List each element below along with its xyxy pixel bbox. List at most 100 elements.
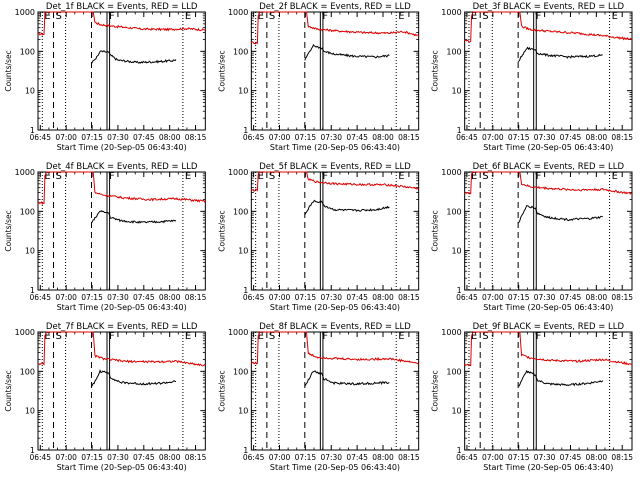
marker-label: E bbox=[398, 171, 404, 182]
y-tick-label: 1000 bbox=[15, 8, 35, 17]
x-axis-label: Start Time (20-Sep-05 06:43:40) bbox=[270, 303, 400, 312]
y-tick-label: 1000 bbox=[228, 328, 248, 337]
x-axis-label: Start Time (20-Sep-05 06:43:40) bbox=[57, 463, 187, 472]
x-tick-label: 07:15 bbox=[81, 293, 103, 302]
events-series-line bbox=[91, 50, 177, 64]
y-tick-label: 100 bbox=[446, 207, 461, 216]
marker-label: S bbox=[56, 171, 62, 182]
marker-label: E bbox=[258, 331, 264, 342]
x-tick-label: 07:30 bbox=[107, 293, 129, 302]
marker-label: E bbox=[185, 331, 191, 342]
y-tick-label: 1 bbox=[457, 286, 462, 295]
y-tick-label: 10 bbox=[25, 247, 35, 256]
y-tick-label: 1 bbox=[30, 446, 35, 455]
marker-label: E bbox=[185, 11, 191, 22]
plot-frame bbox=[37, 331, 206, 451]
x-tick-label: 08:00 bbox=[586, 293, 608, 302]
marker-label: E bbox=[398, 11, 404, 22]
marker-label: F bbox=[322, 171, 328, 182]
events-series-line bbox=[304, 370, 390, 387]
y-tick-label: 100 bbox=[20, 47, 35, 56]
marker-label: F bbox=[109, 11, 115, 22]
x-axis-label: Start Time (20-Sep-05 06:43:40) bbox=[483, 303, 613, 312]
y-tick-label: 100 bbox=[233, 367, 248, 376]
marker-label: E bbox=[471, 331, 477, 342]
x-tick-label: 07:15 bbox=[508, 453, 530, 462]
y-axis-label: Counts/sec bbox=[431, 210, 440, 251]
marker-label: S bbox=[56, 331, 62, 342]
y-tick-label: 1000 bbox=[441, 328, 461, 337]
detector-panel: Det_7f BLACK = Events, RED = LLD 1 10 100 10… bbox=[4, 322, 207, 472]
x-tick-label: 08:00 bbox=[159, 453, 181, 462]
x-tick-label: 08:15 bbox=[611, 293, 633, 302]
marker-label: S bbox=[56, 11, 62, 22]
plot-frame bbox=[250, 11, 420, 131]
x-tick-label: 07:00 bbox=[269, 133, 291, 142]
panel-title: Det_6f BLACK = Events, RED = LLD bbox=[473, 162, 625, 172]
plot-frame bbox=[250, 171, 420, 291]
marker-label: E bbox=[471, 171, 477, 182]
x-axis-label: Start Time (20-Sep-05 06:43:40) bbox=[57, 143, 187, 152]
y-tick-label: 10 bbox=[25, 87, 35, 96]
x-tick-label: 07:15 bbox=[81, 453, 103, 462]
panel-title: Det_9f BLACK = Events, RED = LLD bbox=[473, 322, 625, 332]
y-axis-label: Counts/sec bbox=[217, 370, 226, 411]
x-tick-label: 07:00 bbox=[482, 453, 504, 462]
y-tick-label: 100 bbox=[446, 47, 461, 56]
x-tick-label: 07:15 bbox=[81, 133, 103, 142]
detector-panel: Det_4f BLACK = Events, RED = LLD 1 10 100 10… bbox=[4, 162, 207, 312]
marker-label: E bbox=[44, 331, 50, 342]
x-tick-label: 07:15 bbox=[295, 133, 317, 142]
x-tick-label: 07:15 bbox=[508, 133, 530, 142]
y-tick-label: 10 bbox=[238, 407, 248, 416]
x-tick-label: 07:45 bbox=[560, 133, 582, 142]
panel-title: Det_4f BLACK = Events, RED = LLD bbox=[46, 162, 198, 172]
lld-series-line bbox=[464, 11, 633, 43]
x-tick-label: 07:15 bbox=[508, 293, 530, 302]
marker-label: E bbox=[398, 331, 404, 342]
y-tick-label: 100 bbox=[233, 207, 248, 216]
x-tick-label: 07:00 bbox=[55, 293, 77, 302]
y-tick-label: 1000 bbox=[228, 168, 248, 177]
x-tick-label: 07:00 bbox=[269, 293, 291, 302]
x-tick-label: 08:15 bbox=[398, 453, 420, 462]
x-tick-label: 08:00 bbox=[586, 453, 608, 462]
x-tick-label: 06:45 bbox=[456, 293, 478, 302]
marker-label: S bbox=[482, 171, 488, 182]
lld-series-line bbox=[251, 171, 419, 192]
x-tick-label: 07:00 bbox=[55, 133, 77, 142]
x-tick-label: 08:00 bbox=[159, 133, 181, 142]
y-axis-label: Counts/sec bbox=[217, 210, 226, 251]
y-tick-label: 1 bbox=[457, 126, 462, 135]
x-tick-label: 07:00 bbox=[269, 453, 291, 462]
x-tick-label: 07:00 bbox=[55, 453, 77, 462]
x-tick-label: 07:45 bbox=[560, 293, 582, 302]
lld-series-line bbox=[250, 11, 419, 45]
marker-label: E bbox=[612, 11, 618, 22]
lld-series-line bbox=[38, 171, 206, 205]
y-tick-label: 1 bbox=[243, 286, 248, 295]
detector-panel: Det_5f BLACK = Events, RED = LLD 1 10 100 10… bbox=[217, 162, 420, 312]
y-tick-label: 10 bbox=[25, 407, 35, 416]
marker-label: S bbox=[482, 11, 488, 22]
x-tick-label: 07:45 bbox=[560, 453, 582, 462]
x-axis-label: Start Time (20-Sep-05 06:43:40) bbox=[483, 463, 613, 472]
x-tick-label: 06:45 bbox=[243, 293, 265, 302]
marker-label: E bbox=[44, 171, 50, 182]
marker-label: E bbox=[612, 171, 618, 182]
events-series-line bbox=[517, 205, 603, 224]
x-tick-label: 06:45 bbox=[456, 133, 478, 142]
detector-panel: Det_9f BLACK = Events, RED = LLD 1 10 100 10… bbox=[431, 322, 634, 472]
panel-title: Det_8f BLACK = Events, RED = LLD bbox=[259, 322, 411, 332]
x-tick-label: 07:30 bbox=[534, 293, 556, 302]
y-tick-label: 1000 bbox=[441, 8, 461, 17]
x-tick-label: 07:00 bbox=[482, 133, 504, 142]
x-axis-label: Start Time (20-Sep-05 06:43:40) bbox=[270, 463, 400, 472]
lld-series-line bbox=[251, 331, 419, 365]
x-axis-label: Start Time (20-Sep-05 06:43:40) bbox=[57, 303, 187, 312]
y-tick-label: 10 bbox=[238, 87, 248, 96]
lld-series-line bbox=[38, 331, 206, 367]
plot-frame bbox=[464, 11, 633, 131]
x-tick-label: 06:45 bbox=[243, 453, 265, 462]
